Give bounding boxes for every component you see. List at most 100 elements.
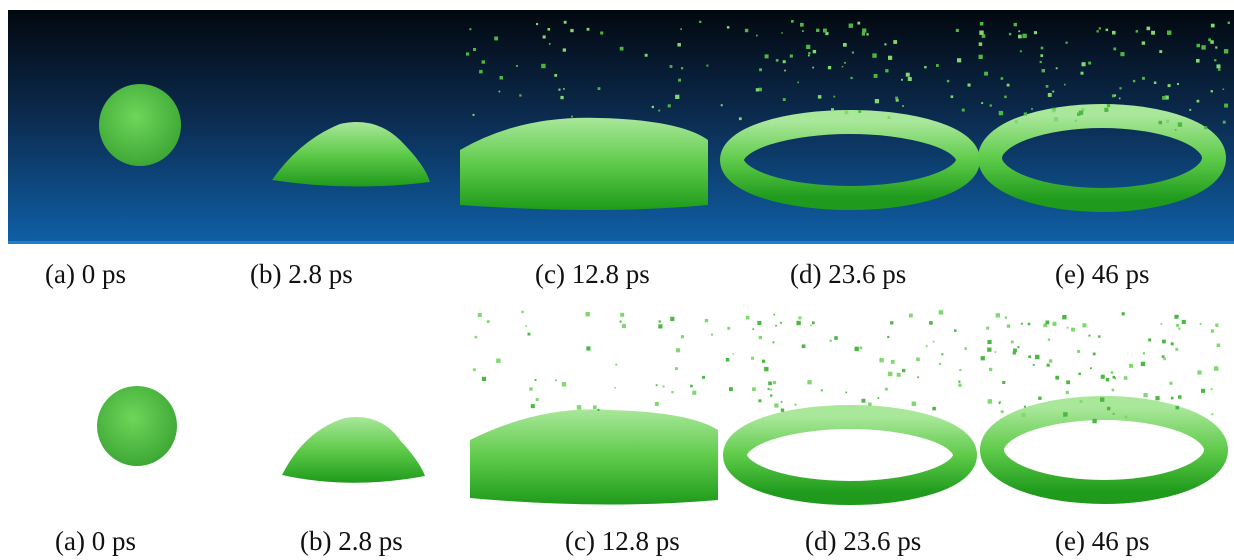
particle bbox=[1182, 320, 1186, 324]
particle bbox=[996, 313, 1000, 317]
particle bbox=[598, 87, 601, 90]
particle bbox=[529, 387, 532, 390]
particle bbox=[828, 66, 831, 69]
particle bbox=[482, 60, 485, 63]
particle bbox=[536, 23, 538, 25]
splash bbox=[470, 409, 718, 504]
particle bbox=[979, 42, 983, 46]
particle bbox=[1082, 323, 1086, 327]
particle bbox=[775, 325, 777, 327]
particle bbox=[745, 29, 748, 32]
particle bbox=[802, 30, 804, 32]
particle bbox=[1066, 391, 1069, 394]
particle bbox=[758, 399, 761, 402]
particle bbox=[620, 321, 622, 323]
particle bbox=[932, 407, 936, 411]
particle bbox=[620, 47, 624, 51]
particle bbox=[1175, 348, 1178, 351]
particle bbox=[496, 359, 500, 363]
particle bbox=[1196, 59, 1200, 63]
particle bbox=[1143, 352, 1145, 354]
particle bbox=[1018, 30, 1020, 32]
particle bbox=[558, 89, 560, 91]
particle bbox=[1049, 359, 1052, 362]
particle bbox=[781, 409, 784, 412]
particle bbox=[866, 33, 868, 35]
particle bbox=[1005, 316, 1007, 318]
particle bbox=[947, 80, 949, 82]
particle bbox=[1104, 108, 1108, 112]
particle bbox=[868, 403, 872, 407]
particle bbox=[494, 37, 498, 41]
particle bbox=[586, 312, 590, 316]
particle bbox=[884, 43, 886, 45]
particle bbox=[705, 319, 708, 322]
particle bbox=[656, 384, 658, 386]
particle bbox=[757, 321, 761, 325]
particle bbox=[1178, 122, 1182, 126]
particle bbox=[756, 88, 759, 91]
particle bbox=[1197, 370, 1201, 374]
particle bbox=[790, 55, 793, 58]
particle bbox=[939, 363, 941, 365]
particle bbox=[995, 351, 997, 353]
particle bbox=[885, 388, 888, 391]
particle bbox=[1098, 335, 1100, 337]
particle bbox=[1161, 323, 1163, 325]
particle bbox=[813, 50, 816, 53]
particle bbox=[781, 401, 783, 403]
particle bbox=[1114, 377, 1116, 379]
particle bbox=[1201, 389, 1205, 393]
particle bbox=[1228, 22, 1230, 24]
particle bbox=[830, 340, 832, 342]
particle bbox=[862, 399, 866, 403]
particle bbox=[1100, 397, 1104, 401]
particle bbox=[808, 55, 810, 57]
particle bbox=[1048, 339, 1050, 341]
particle bbox=[879, 358, 883, 362]
particle bbox=[1063, 412, 1068, 417]
particle bbox=[1178, 395, 1182, 399]
particle bbox=[981, 356, 985, 360]
particle bbox=[901, 79, 903, 81]
particle bbox=[1223, 121, 1226, 124]
particle bbox=[1176, 324, 1179, 327]
particle bbox=[1015, 120, 1018, 123]
particle bbox=[1141, 362, 1145, 366]
particle bbox=[765, 54, 769, 58]
particle bbox=[1079, 111, 1083, 115]
particle bbox=[1042, 69, 1045, 72]
particle bbox=[1017, 346, 1019, 348]
particle bbox=[897, 373, 901, 377]
particle bbox=[555, 380, 557, 382]
particle bbox=[954, 329, 957, 332]
particle bbox=[1124, 376, 1128, 380]
particle bbox=[554, 74, 557, 77]
caption: (b) 2.8 ps bbox=[250, 259, 353, 289]
particle bbox=[1174, 315, 1178, 319]
ring bbox=[735, 417, 965, 493]
particle bbox=[906, 73, 910, 77]
particle bbox=[842, 66, 844, 68]
particle bbox=[774, 314, 776, 316]
particle bbox=[1047, 364, 1050, 367]
particle bbox=[1040, 54, 1043, 57]
particle bbox=[1211, 90, 1213, 92]
particle bbox=[902, 369, 905, 372]
particle bbox=[759, 336, 762, 339]
particle bbox=[1067, 327, 1069, 329]
particle bbox=[1143, 393, 1147, 397]
particle bbox=[536, 398, 539, 401]
particle bbox=[796, 321, 800, 325]
particle bbox=[670, 317, 674, 321]
particle bbox=[711, 334, 713, 336]
particle bbox=[727, 26, 730, 29]
particle bbox=[776, 59, 779, 62]
particle bbox=[571, 116, 573, 118]
particle bbox=[857, 22, 860, 25]
particle bbox=[858, 110, 861, 113]
particle bbox=[1035, 355, 1040, 360]
particle bbox=[773, 341, 775, 343]
particle bbox=[1171, 342, 1174, 345]
particle bbox=[1093, 353, 1096, 356]
